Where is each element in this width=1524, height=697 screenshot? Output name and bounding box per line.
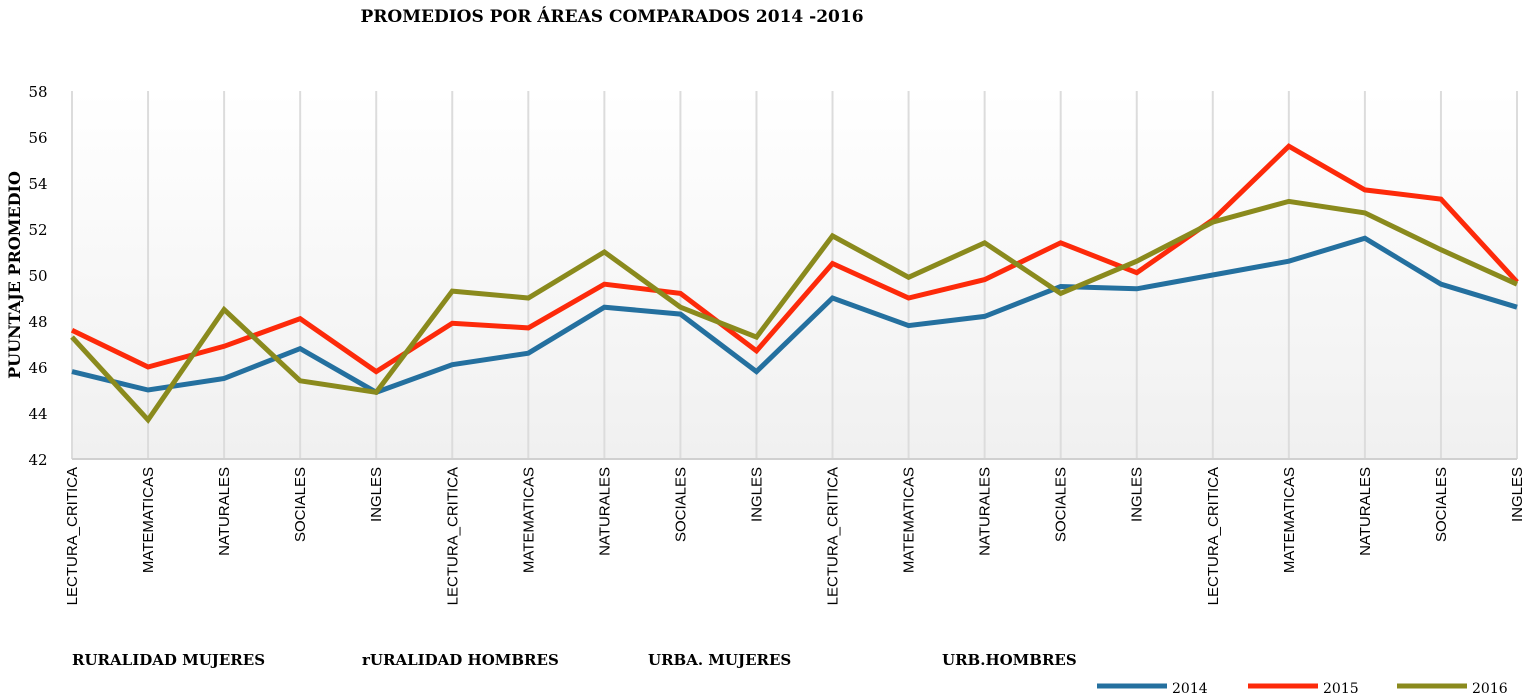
y-tick-label: 54: [28, 175, 47, 193]
x-tick-label: LECTURA_CRITICA: [444, 467, 461, 605]
group-label: URBA. MUJERES: [648, 651, 791, 669]
x-tick-label: LECTURA_CRITICA: [64, 467, 81, 605]
x-tick-label: MATEMATICAS: [901, 467, 918, 573]
series-line-2016: [70, 198, 1519, 424]
x-tick-label: SOCIALES: [1433, 467, 1450, 542]
x-tick-label: NATURALES: [1357, 467, 1374, 556]
group-label: RURALIDAD MUJERES: [72, 651, 265, 669]
y-tick-label: 44: [28, 405, 47, 423]
x-tick-label: NATURALES: [596, 467, 613, 556]
series-line-2014: [71, 235, 1518, 396]
x-tick-label: LECTURA_CRITICA: [825, 467, 842, 605]
legend-label: 2016: [1472, 681, 1508, 697]
x-tick-label: INGLES: [368, 467, 385, 522]
x-tick-label: SOCIALES: [292, 467, 309, 542]
x-tick-label: MATEMATICAS: [140, 467, 157, 573]
x-tick-label: MATEMATICAS: [520, 467, 537, 573]
x-tick-label: NATURALES: [977, 467, 994, 556]
plot-area: [72, 91, 1517, 459]
y-tick-label: 58: [28, 83, 47, 101]
group-label: rURALIDAD HOMBRES: [362, 651, 559, 669]
x-tick-label: SOCIALES: [1053, 467, 1070, 542]
series-line-2015: [70, 143, 1519, 375]
x-tick-label: NATURALES: [216, 467, 233, 556]
y-tick-label: 52: [28, 221, 47, 239]
legend-label: 2014: [1172, 681, 1208, 697]
y-axis-label: PUUNTAJE PROMEDIO: [5, 171, 24, 379]
group-label: URB.HOMBRES: [942, 651, 1077, 669]
x-tick-label: LECTURA_CRITICA: [1205, 467, 1222, 605]
y-tick-label: 48: [28, 313, 47, 331]
x-tick-label: SOCIALES: [672, 467, 689, 542]
y-tick-label: 46: [28, 359, 47, 377]
y-tick-label: 50: [28, 267, 47, 285]
legend-label: 2015: [1323, 681, 1359, 697]
chart-title: PROMEDIOS POR ÁREAS COMPARADOS 2014 -201…: [360, 6, 863, 27]
x-tick-label: INGLES: [1129, 467, 1146, 522]
y-tick-label: 56: [28, 129, 47, 147]
x-tick-label: INGLES: [748, 467, 765, 522]
x-tick-label: INGLES: [1509, 467, 1524, 522]
x-tick-label: MATEMATICAS: [1281, 467, 1298, 573]
y-tick-label: 42: [28, 451, 47, 469]
